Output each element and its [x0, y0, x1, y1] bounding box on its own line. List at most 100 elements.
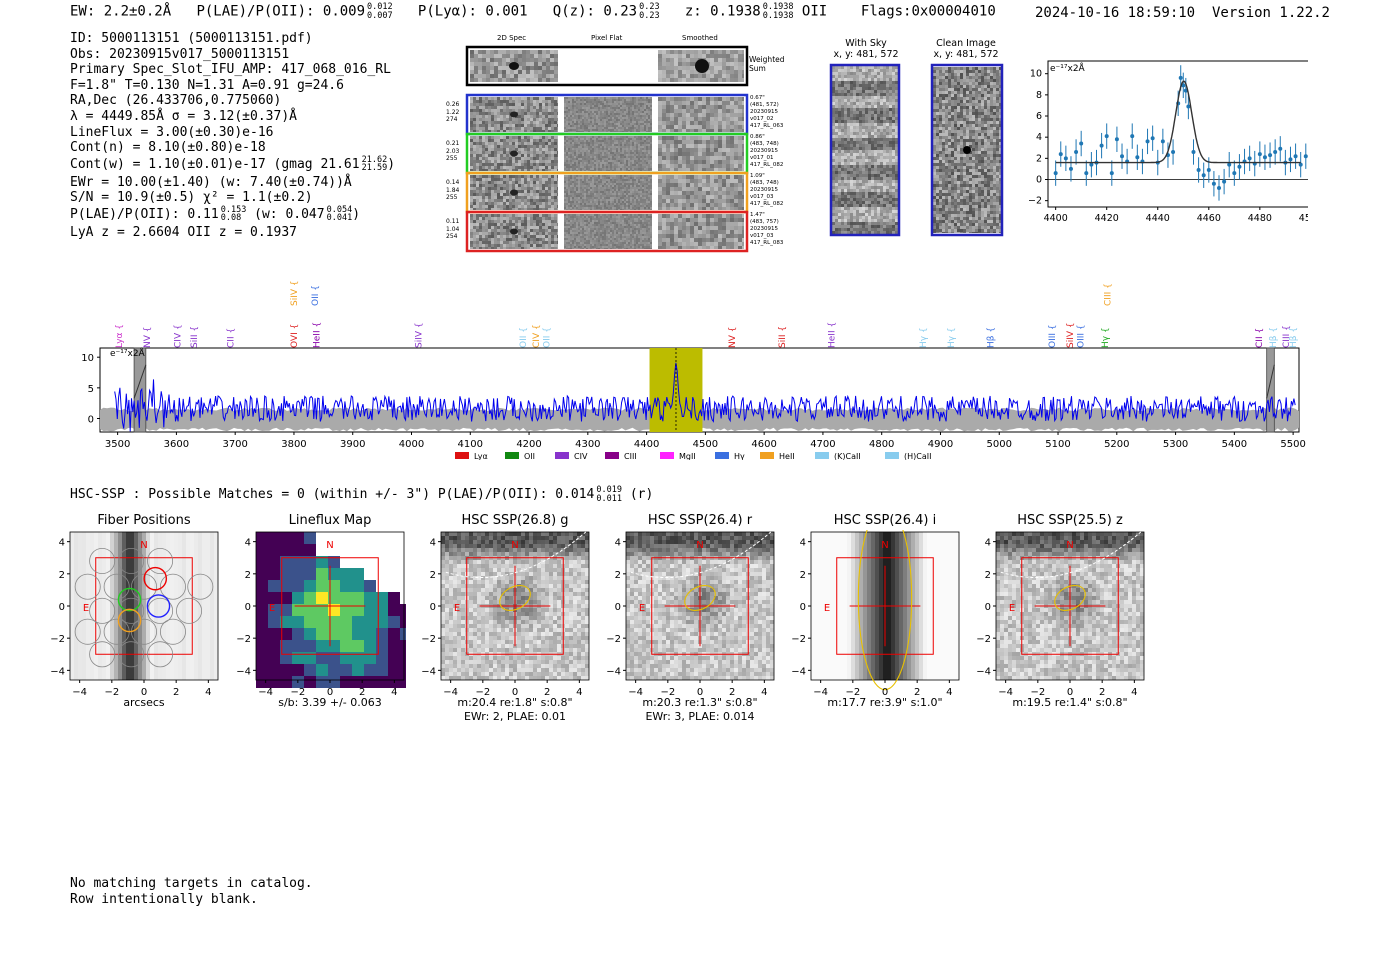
noise-pixel: [718, 117, 722, 121]
noise-pixel: [606, 136, 608, 138]
noise-pixel: [570, 156, 572, 158]
noise-pixel: [600, 117, 602, 119]
noise-pixel: [642, 109, 644, 111]
noise-pixel: [576, 205, 578, 207]
row-flat-noise: [564, 136, 652, 171]
noise-pixel: [730, 121, 734, 125]
noise-pixel: [524, 112, 527, 115]
noise-pixel: [554, 187, 557, 190]
noise-pixel: [503, 223, 506, 226]
noise-pixel: [742, 113, 744, 117]
noise-pixel: [628, 142, 630, 144]
noise-pixel: [539, 160, 542, 163]
noise-pixel: [542, 127, 545, 130]
noise-pixel: [570, 138, 572, 140]
noise-pixel: [491, 148, 494, 151]
noise-pixel: [616, 195, 618, 197]
noise-pixel: [606, 195, 608, 197]
weighted-2d-noise: [470, 50, 558, 82]
noise-pixel: [473, 118, 476, 121]
noise-pixel: [592, 168, 594, 170]
noise-pixel: [566, 201, 568, 203]
noise-pixel: [479, 148, 482, 151]
noise-pixel: [506, 163, 509, 166]
noise-pixel: [602, 193, 604, 195]
noise-pixel: [600, 177, 602, 179]
noise-pixel: [718, 175, 722, 179]
noise-pixel: [670, 195, 674, 199]
noise-pixel: [620, 175, 622, 177]
noise-pixel: [470, 178, 473, 181]
noise-pixel: [618, 97, 620, 99]
noise-pixel: [548, 226, 551, 229]
noise-pixel: [486, 78, 490, 82]
noise-pixel: [734, 207, 738, 210]
noise-pixel: [624, 150, 626, 152]
noise-pixel: [568, 152, 570, 154]
noise-pixel: [539, 124, 542, 127]
noise-pixel: [568, 220, 570, 222]
noise-pixel: [524, 247, 527, 249]
noise-pixel: [564, 111, 566, 113]
noise-pixel: [479, 136, 482, 139]
noise-pixel: [503, 121, 506, 124]
noise-pixel: [479, 118, 482, 121]
noise-pixel: [698, 168, 702, 171]
noise-pixel: [476, 115, 479, 118]
noise-pixel: [602, 201, 604, 203]
noise-pixel: [694, 179, 698, 183]
noise-pixel: [618, 113, 620, 115]
noise-pixel: [596, 154, 598, 156]
noise-pixel: [500, 151, 503, 154]
noise-pixel: [594, 164, 596, 166]
noise-pixel: [620, 181, 622, 183]
noise-pixel: [476, 229, 479, 232]
noise-pixel: [614, 164, 616, 166]
noise-pixel: [494, 169, 497, 171]
noise-pixel: [624, 105, 626, 107]
noise-pixel: [690, 129, 694, 132]
noise-pixel: [600, 181, 602, 183]
noise-pixel: [473, 235, 476, 238]
noise-pixel: [646, 216, 648, 218]
noise-pixel: [500, 238, 503, 241]
noise-pixel: [650, 99, 652, 101]
noise-pixel: [592, 127, 594, 129]
noise-pixel: [473, 175, 476, 178]
noise-pixel: [564, 113, 566, 115]
noise-pixel: [476, 112, 479, 115]
noise-pixel: [604, 121, 606, 123]
noise-pixel: [714, 54, 718, 58]
noise-pixel: [630, 105, 632, 107]
noise-pixel: [530, 199, 533, 202]
noise-pixel: [606, 218, 608, 220]
noise-pixel: [568, 193, 570, 195]
noise-pixel: [630, 129, 632, 131]
noise-pixel: [470, 247, 473, 249]
noise-pixel: [638, 191, 640, 193]
noise-pixel: [670, 58, 674, 62]
noise-pixel: [500, 121, 503, 124]
noise-pixel: [568, 164, 570, 166]
noise-pixel: [566, 109, 568, 111]
noise-pixel: [702, 101, 706, 105]
noise-pixel: [470, 127, 473, 130]
noise-pixel: [610, 199, 612, 201]
noise-pixel: [533, 193, 536, 196]
noise-pixel: [578, 142, 580, 144]
noise-pixel: [566, 142, 568, 144]
noise-pixel: [479, 151, 482, 154]
noise-pixel: [582, 168, 584, 170]
noise-pixel: [482, 66, 486, 70]
noise-pixel: [564, 175, 566, 177]
noise-pixel: [636, 181, 638, 183]
noise-pixel: [706, 187, 710, 191]
noise-pixel: [642, 199, 644, 201]
noise-pixel: [526, 70, 530, 74]
noise-pixel: [646, 201, 648, 203]
noise-pixel: [512, 196, 515, 199]
noise-pixel: [610, 209, 612, 210]
noise-pixel: [682, 109, 686, 113]
noise-pixel: [628, 150, 630, 152]
noise-pixel: [557, 157, 558, 160]
